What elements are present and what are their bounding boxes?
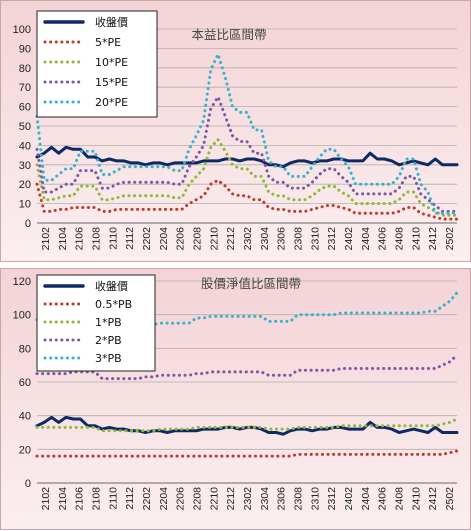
- pe-x-tick-label: 2304: [259, 227, 271, 251]
- pb-legend-label: 1*PB: [95, 316, 122, 329]
- pe-x-tick-label: 2104: [57, 227, 69, 251]
- pe-x-tick-label: 2204: [158, 227, 170, 251]
- pb-x-tick-label: 2406: [377, 487, 389, 511]
- pe-x-tick-label: 2412: [427, 227, 439, 251]
- pb-x-tick-label: 2310: [309, 487, 321, 511]
- pb-x-tick-label: 2204: [158, 487, 170, 511]
- pb-x-tick-label: 2304: [259, 487, 271, 511]
- pb-y-tick-label: 0: [25, 478, 31, 490]
- pb-band-chart-panel: 0 20 40 60 80 100 120 2102 2104 2106 2108 2110 2112 2…: [0, 268, 471, 530]
- pb-x-tick-label: 2104: [57, 487, 69, 511]
- pe-x-tick-label: 2210: [208, 227, 220, 251]
- pb-x-tick-label: 2208: [192, 487, 204, 511]
- pe-x-tick-label: 2110: [107, 227, 119, 250]
- pb-x-tick-label: 2202: [141, 487, 153, 511]
- pe-x-tick-label: 2406: [377, 227, 389, 251]
- pb-x-tick-label: 2412: [427, 487, 439, 511]
- pe-legend-label: 5*PE: [95, 36, 121, 49]
- pe-legend-label: 收盤價: [95, 15, 128, 29]
- pe-legend-label: 10*PE: [95, 56, 128, 69]
- pb-x-tick-label: 2410: [410, 487, 422, 511]
- pe-x-tick-label: 2202: [141, 227, 153, 251]
- pe-x-tick-label: 2410: [410, 227, 422, 251]
- pb-chart-title: 股價淨值比區間帶: [201, 276, 301, 291]
- pb-x-tick-label: 2108: [91, 487, 103, 511]
- pe-legend: 收盤價 5*PE 10*PE 15*PE 20*PE: [36, 10, 158, 118]
- pb-band-chart: 0 20 40 60 80 100 120 2102 2104 2106 2108 2110 2112 2…: [13, 274, 459, 511]
- pe-series-line-3: [35, 95, 459, 213]
- pe-x-tick-label: 2208: [192, 227, 204, 251]
- pb-series-line-2: [35, 417, 459, 433]
- pb-x-tick-label: 2408: [394, 487, 406, 511]
- pe-chart-title: 本益比區間帶: [191, 27, 266, 42]
- pe-series-line-2: [35, 138, 459, 217]
- pb-y-tick-label: 60: [19, 377, 31, 389]
- pe-legend-box: [36, 10, 158, 118]
- pb-legend-label: 0.5*PB: [95, 298, 132, 311]
- pb-x-tick-label: 2306: [276, 487, 288, 511]
- pe-y-tick-label: 20: [19, 179, 31, 191]
- pe-band-chart: 0 10 20 30 40 50 60 70 80 90 100 2102 2104 2106 2108 21…: [13, 10, 459, 251]
- pb-y-tick-label: 80: [19, 343, 31, 355]
- pb-x-tick-label: 2110: [107, 487, 119, 510]
- pb-y-tick-label: 40: [19, 411, 31, 423]
- pb-y-tick-label: 100: [13, 310, 31, 322]
- pb-x-tick-label: 2308: [293, 487, 305, 511]
- pe-x-tick-label: 2212: [225, 227, 237, 251]
- pe-x-tick-label: 2404: [360, 227, 372, 251]
- pe-y-tick-label: 80: [19, 63, 31, 75]
- pb-x-tick-label: 2206: [175, 487, 187, 511]
- pe-y-tick-label: 40: [19, 140, 31, 152]
- pe-series-line-0: [35, 145, 459, 169]
- pe-x-tick-label: 2206: [175, 227, 187, 251]
- pe-y-tick-label: 100: [13, 24, 31, 36]
- pe-y-tick-label: 60: [19, 102, 31, 114]
- pb-x-tick-label: 2112: [124, 487, 136, 510]
- pb-x-tick-label: 2210: [208, 487, 220, 511]
- pe-series-line-1: [35, 178, 459, 221]
- pb-x-tick-label: 2106: [74, 487, 86, 511]
- pe-x-tick-label: 2308: [293, 227, 305, 251]
- pe-y-tick-label: 90: [19, 43, 31, 55]
- pb-y-tick-label: 20: [19, 444, 31, 456]
- pb-legend-label: 收盤價: [95, 279, 128, 293]
- pe-x-tick-label: 2108: [91, 227, 103, 251]
- pb-series-line-0: [35, 415, 459, 436]
- pe-x-tick-label: 2102: [40, 227, 52, 251]
- pe-x-tick-label: 2502: [444, 227, 456, 251]
- pb-y-tick-label: 120: [13, 276, 31, 288]
- pe-x-tick-label: 2306: [276, 227, 288, 251]
- pe-y-tick-label: 10: [19, 199, 31, 211]
- pe-series-line-4: [35, 52, 459, 215]
- pe-y-tick-label: 0: [25, 218, 31, 230]
- pb-x-tick-label: 2302: [242, 487, 254, 511]
- pe-y-tick-label: 70: [19, 82, 31, 94]
- pe-x-tick-label: 2402: [343, 227, 355, 251]
- pb-legend: 收盤價 0.5*PB 1*PB 2*PB 3*PB: [36, 274, 156, 372]
- pe-x-tick-label: 2310: [309, 227, 321, 251]
- pb-x-tick-label: 2212: [225, 487, 237, 511]
- pe-y-tick-label: 30: [19, 160, 31, 172]
- pe-legend-label: 15*PE: [95, 76, 128, 89]
- pb-legend-label: 2*PB: [95, 334, 122, 347]
- pe-x-tick-label: 2112: [124, 227, 136, 250]
- pb-x-tick-label: 2404: [360, 487, 372, 511]
- pe-x-tick-label: 2302: [242, 227, 254, 251]
- pb-x-tick-label: 2502: [444, 487, 456, 511]
- pe-x-tick-label: 2106: [74, 227, 86, 251]
- pe-x-tick-label: 2408: [394, 227, 406, 251]
- pe-legend-label: 20*PE: [95, 96, 128, 109]
- pe-x-tick-label: 2312: [326, 227, 338, 251]
- pe-band-chart-panel: 0 10 20 30 40 50 60 70 80 90 100 2102 2104 2106 2108 21…: [0, 0, 471, 262]
- pb-x-tick-label: 2102: [40, 487, 52, 511]
- pb-series-line-3: [35, 353, 459, 381]
- pb-series-line-1: [35, 449, 459, 458]
- pb-x-tick-label: 2312: [326, 487, 338, 511]
- pb-x-tick-label: 2402: [343, 487, 355, 511]
- pe-y-tick-label: 50: [19, 121, 31, 133]
- pb-legend-label: 3*PB: [95, 352, 122, 365]
